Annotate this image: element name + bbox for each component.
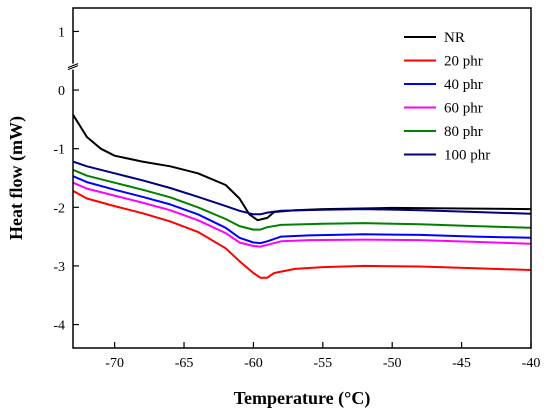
axis-break-mark [67, 63, 79, 69]
x-axis-ticks: -70 -65 -60 -55 -50 -45 -40 [105, 342, 540, 371]
y-tick-label: 0 [58, 84, 65, 99]
plot-frame [72, 7, 532, 349]
legend-label-2: 40 phr [444, 77, 483, 93]
axis-break-gap [69, 63, 77, 70]
series-line-4 [73, 168, 531, 231]
y-tick-label: -1 [53, 143, 65, 158]
x-tick-label: -65 [175, 356, 194, 371]
legend: NR 20 phr 40 phr 60 phr 80 phr 100 phr [404, 30, 490, 164]
x-tick-label: -50 [383, 356, 402, 371]
series-line-1 [73, 189, 531, 279]
y-tick-label: -2 [53, 201, 65, 216]
x-tick-label: -45 [452, 356, 471, 371]
legend-label-3: 60 phr [444, 101, 483, 117]
series-line-5 [73, 160, 531, 216]
series-line-2 [73, 175, 531, 245]
x-tick-label: -55 [313, 356, 332, 371]
x-tick-label: -60 [244, 356, 263, 371]
y-axis-break [67, 63, 79, 71]
series-layer [73, 113, 531, 279]
y-tick-label: -4 [53, 319, 65, 334]
legend-label-4: 80 phr [444, 124, 483, 140]
legend-label-5: 100 phr [444, 148, 490, 164]
y-tick-label: -3 [53, 260, 65, 275]
y-axis-ticks: 1 0 -1 -2 -3 -4 [53, 25, 79, 334]
series-line-3 [73, 181, 531, 248]
y-axis-title: Heat flow (mW) [6, 116, 27, 240]
x-tick-label: -40 [522, 356, 541, 371]
x-axis-title: Temperature (°C) [234, 388, 371, 409]
x-tick-label: -70 [105, 356, 124, 371]
legend-label-0: NR [444, 30, 465, 46]
y-tick-label: 1 [58, 25, 65, 40]
axis-break-mark [67, 65, 79, 71]
legend-label-1: 20 phr [444, 54, 483, 70]
